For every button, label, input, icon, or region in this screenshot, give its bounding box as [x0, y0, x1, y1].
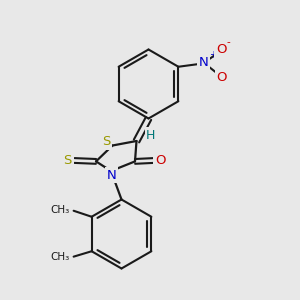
Text: O: O — [216, 44, 226, 56]
Text: O: O — [217, 71, 227, 84]
Text: O: O — [155, 154, 166, 167]
Text: +: + — [209, 50, 217, 60]
Text: CH₃: CH₃ — [51, 252, 70, 262]
Text: -: - — [226, 37, 230, 47]
Text: S: S — [102, 135, 110, 148]
Text: N: N — [199, 56, 209, 69]
Text: H: H — [146, 129, 156, 142]
Text: S: S — [64, 154, 72, 167]
Text: N: N — [107, 169, 116, 182]
Text: CH₃: CH₃ — [51, 205, 70, 215]
